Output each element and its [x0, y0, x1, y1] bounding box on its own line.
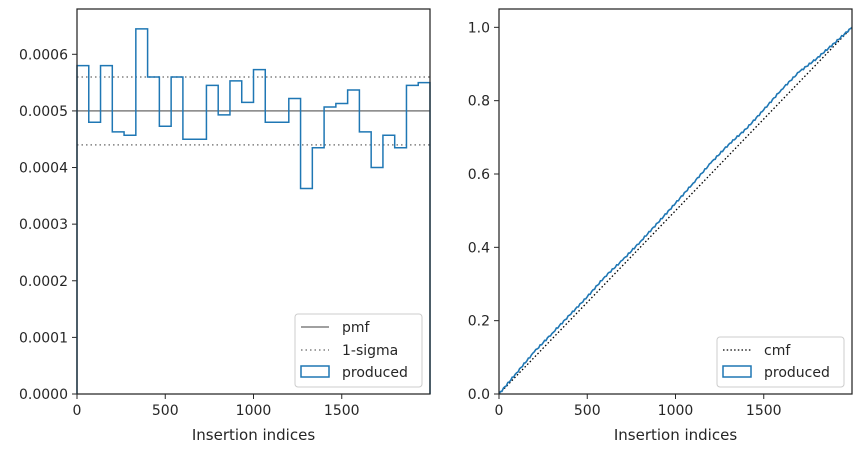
left-xlabel: Insertion indices	[192, 426, 315, 444]
left-xtick-label: 500	[152, 403, 179, 419]
produced-histogram	[76, 28, 431, 394]
right-legend-box	[716, 336, 845, 388]
left-xtick-label: 1500	[324, 403, 360, 419]
right-axes: 0 500 1000 1500 0.0 0.2 0.4 0.6 0.8 1.0 Insertion …	[468, 8, 853, 444]
right-ytick-label: 0.4	[468, 240, 490, 256]
right-xtick-label: 1000	[658, 403, 694, 419]
legend-sigma-label: 1-sigma	[342, 343, 398, 359]
right-frame	[498, 8, 853, 395]
left-axes: 0 500 1000 1500 0.0000 0.0001 0.0002 0.0003 0.00…	[19, 8, 431, 444]
left-ytick-label: 0.0003	[19, 217, 68, 233]
left-ytick-label: 0.0002	[19, 274, 68, 290]
left-ytick-label: 0.0006	[19, 47, 68, 63]
left-frame	[76, 8, 431, 395]
right-ytick-label: 1.0	[468, 20, 490, 36]
left-ytick-label: 0.0005	[19, 104, 68, 120]
legend-pmf-label: pmf	[342, 320, 371, 336]
right-ytick-label: 0.0	[468, 387, 490, 403]
left-ytick-label: 0.0004	[19, 161, 68, 177]
right-xtick-label: 0	[495, 403, 504, 419]
legend-cmf-label: cmf	[764, 343, 791, 359]
legend-produced-swatch	[300, 365, 330, 378]
left-xtick-label: 1000	[236, 403, 272, 419]
legend-produced-swatch	[722, 365, 752, 378]
right-ytick-label: 0.2	[468, 314, 490, 330]
left-xtick-label: 0	[73, 403, 82, 419]
left-ytick-label: 0.0001	[19, 330, 68, 346]
produced-cumulative-line	[498, 26, 853, 395]
right-xtick-label: 500	[574, 403, 601, 419]
left-legend-box	[294, 313, 423, 388]
right-xlabel: Insertion indices	[614, 426, 737, 444]
right-xtick-label: 1500	[746, 403, 782, 419]
left-legend: pmf 1-sigma produced	[294, 313, 423, 388]
legend-produced-label: produced	[764, 365, 830, 381]
left-ytick-label: 0.0000	[19, 387, 68, 403]
legend-produced-label: produced	[342, 365, 408, 381]
right-ytick-label: 0.8	[468, 94, 490, 110]
right-ytick-label: 0.6	[468, 167, 490, 183]
right-legend: cmf produced	[716, 336, 845, 388]
